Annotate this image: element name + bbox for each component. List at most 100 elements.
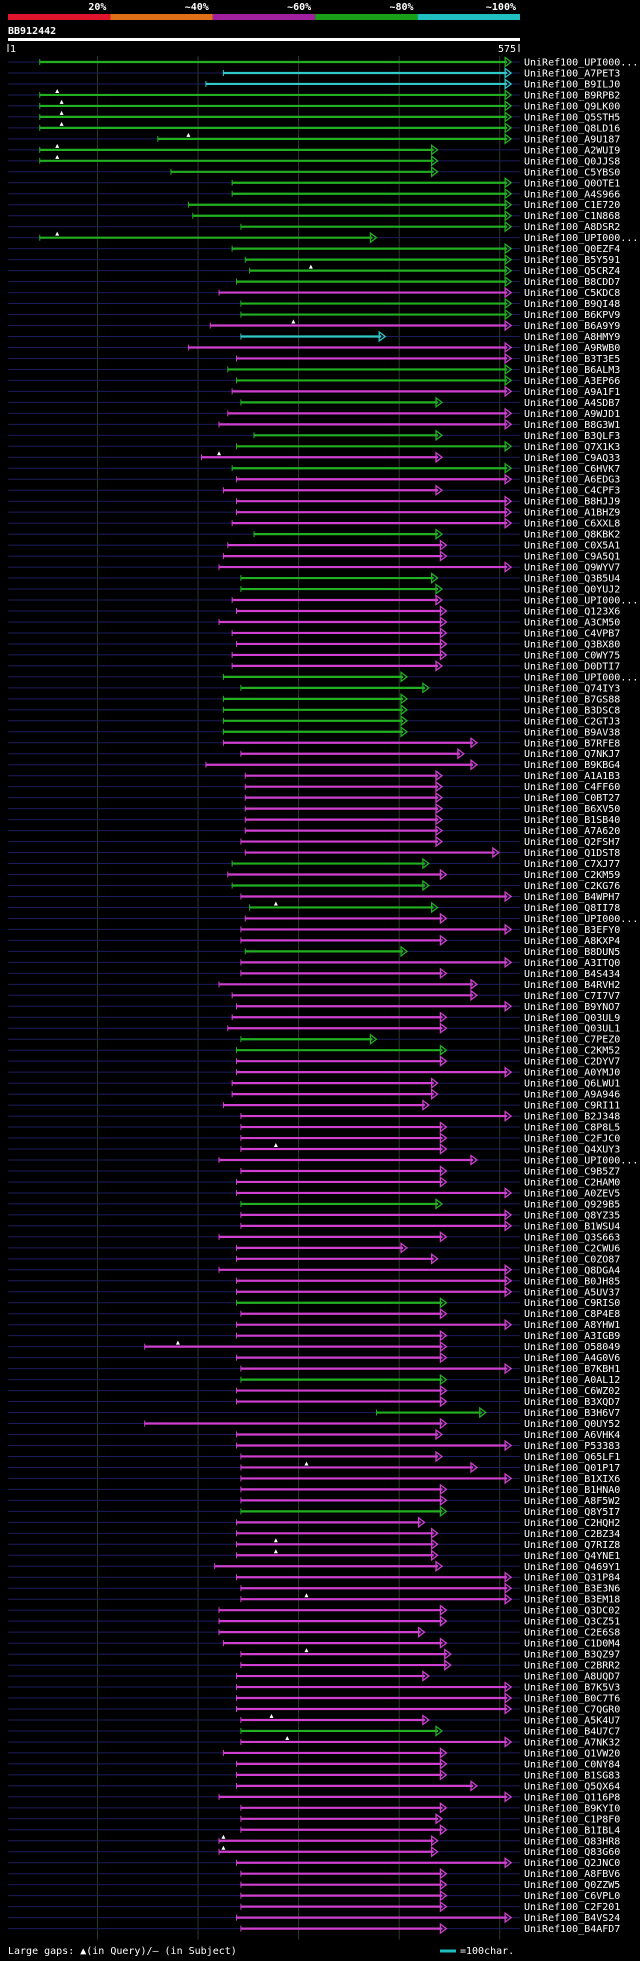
hit-label[interactable]: UniRef100_B3XQD7 bbox=[524, 1397, 620, 1408]
hit-label[interactable]: UniRef100_B6XV50 bbox=[524, 804, 620, 815]
hit-label[interactable]: UniRef100_B3E3N6 bbox=[524, 1584, 620, 1595]
hit-label[interactable]: UniRef100_UPI000... bbox=[524, 1156, 638, 1167]
hit-label[interactable]: UniRef100_A9WJD1 bbox=[524, 409, 620, 420]
hit-label[interactable]: UniRef100_Q7NKJ7 bbox=[524, 749, 620, 760]
hit-label[interactable]: UniRef100_C2FJC0 bbox=[524, 1134, 620, 1145]
hit-label[interactable]: UniRef100_Q3DC02 bbox=[524, 1606, 620, 1617]
hit-label[interactable]: UniRef100_A1A1B3 bbox=[524, 771, 620, 782]
hit-label[interactable]: UniRef100_B7KBH1 bbox=[524, 1364, 620, 1375]
hit-label[interactable]: UniRef100_Q0UY52 bbox=[524, 1419, 620, 1430]
hit-label[interactable]: UniRef100_Q5STH5 bbox=[524, 112, 620, 123]
hit-label[interactable]: UniRef100_C2CWU6 bbox=[524, 1243, 620, 1254]
hit-label[interactable]: UniRef100_A7NK32 bbox=[524, 1737, 620, 1748]
hit-label[interactable]: UniRef100_B9KBG4 bbox=[524, 760, 620, 771]
hit-label[interactable]: UniRef100_Q0OTE1 bbox=[524, 178, 620, 189]
hit-label[interactable]: UniRef100_B8HJJ9 bbox=[524, 497, 620, 508]
hit-label[interactable]: UniRef100_Q01P17 bbox=[524, 1463, 620, 1474]
hit-label[interactable]: UniRef100_Q8YZ35 bbox=[524, 1210, 620, 1221]
hit-label[interactable]: UniRef100_B2J348 bbox=[524, 1112, 620, 1123]
hit-label[interactable]: UniRef100_C2E6S8 bbox=[524, 1628, 620, 1639]
hit-label[interactable]: UniRef100_C9RI11 bbox=[524, 1101, 620, 1112]
hit-label[interactable]: UniRef100_A5UV37 bbox=[524, 1287, 620, 1298]
hit-label[interactable]: UniRef100_B1SG83 bbox=[524, 1770, 620, 1781]
hit-label[interactable]: UniRef100_B9KYI0 bbox=[524, 1803, 620, 1814]
hit-label[interactable]: UniRef100_C6XXL8 bbox=[524, 519, 620, 530]
hit-label[interactable]: UniRef100_Q5CRZ4 bbox=[524, 266, 620, 277]
hit-label[interactable]: UniRef100_C9AQ33 bbox=[524, 453, 620, 464]
hit-label[interactable]: UniRef100_Q8Y5I7 bbox=[524, 1507, 620, 1518]
hit-label[interactable]: UniRef100_C2HQH2 bbox=[524, 1518, 620, 1529]
hit-label[interactable]: UniRef100_C1N868 bbox=[524, 211, 620, 222]
hit-label[interactable]: UniRef100_C9A5Q1 bbox=[524, 552, 620, 563]
hit-label[interactable]: UniRef100_Q8LD16 bbox=[524, 123, 620, 134]
hit-label[interactable]: UniRef100_Q123X6 bbox=[524, 607, 620, 618]
hit-label[interactable]: UniRef100_Q0JJS8 bbox=[524, 156, 620, 167]
hit-label[interactable]: UniRef100_Q3S663 bbox=[524, 1232, 620, 1243]
hit-label[interactable]: UniRef100_Q2JNC0 bbox=[524, 1858, 620, 1869]
hit-label[interactable]: UniRef100_Q0ZZW5 bbox=[524, 1880, 620, 1891]
hit-label[interactable]: UniRef100_A0AL12 bbox=[524, 1375, 620, 1386]
hit-label[interactable]: UniRef100_Q469Y1 bbox=[524, 1562, 620, 1573]
hit-label[interactable]: UniRef100_A4G0V6 bbox=[524, 1353, 620, 1364]
hit-label[interactable]: UniRef100_A4SDB7 bbox=[524, 398, 620, 409]
hit-label[interactable]: UniRef100_Q7X1K3 bbox=[524, 442, 620, 453]
hit-label[interactable]: UniRef100_C1D0M4 bbox=[524, 1639, 620, 1650]
hit-label[interactable]: UniRef100_B5Y591 bbox=[524, 255, 620, 266]
hit-label[interactable]: UniRef100_Q9LK00 bbox=[524, 101, 620, 112]
hit-label[interactable]: UniRef100_C7PEZ0 bbox=[524, 1035, 620, 1046]
hit-label[interactable]: UniRef100_A3IGB9 bbox=[524, 1331, 620, 1342]
hit-label[interactable]: UniRef100_B0C7T6 bbox=[524, 1694, 620, 1705]
hit-label[interactable]: UniRef100_B3QZ97 bbox=[524, 1650, 620, 1661]
hit-label[interactable]: UniRef100_Q0YUJ2 bbox=[524, 585, 620, 596]
hit-label[interactable]: UniRef100_C0X5A1 bbox=[524, 541, 620, 552]
hit-label[interactable]: UniRef100_Q03UL1 bbox=[524, 1024, 620, 1035]
hit-label[interactable]: UniRef100_Q3B5U4 bbox=[524, 574, 620, 585]
hit-label[interactable]: UniRef100_A3ITQ0 bbox=[524, 958, 620, 969]
hit-label[interactable]: UniRef100_A2WUI9 bbox=[524, 145, 620, 156]
hit-label[interactable]: UniRef100_C2BZ34 bbox=[524, 1529, 620, 1540]
hit-label[interactable]: UniRef100_A9A1F1 bbox=[524, 387, 620, 398]
hit-label[interactable]: UniRef100_A6EDG3 bbox=[524, 475, 620, 486]
hit-label[interactable]: UniRef100_B4S434 bbox=[524, 969, 620, 980]
hit-label[interactable]: UniRef100_B1HNA0 bbox=[524, 1485, 620, 1496]
hit-label[interactable]: UniRef100_Q929B5 bbox=[524, 1199, 620, 1210]
hit-label[interactable]: UniRef100_C9B5Z7 bbox=[524, 1166, 620, 1177]
hit-label[interactable]: UniRef100_B1SB40 bbox=[524, 815, 620, 826]
hit-label[interactable]: UniRef100_B9AV38 bbox=[524, 727, 620, 738]
hit-label[interactable]: UniRef100_B3EM18 bbox=[524, 1595, 620, 1606]
hit-label[interactable]: UniRef100_Q0EZF4 bbox=[524, 244, 620, 255]
hit-label[interactable]: UniRef100_B7RFE8 bbox=[524, 738, 620, 749]
hit-label[interactable]: UniRef100_Q6LWU1 bbox=[524, 1079, 620, 1090]
hit-label[interactable]: UniRef100_B4WPH7 bbox=[524, 892, 620, 903]
hit-label[interactable]: UniRef100_B7K5V3 bbox=[524, 1683, 620, 1694]
hit-label[interactable]: UniRef100_C2KM59 bbox=[524, 870, 620, 881]
hit-label[interactable]: UniRef100_B3T3E5 bbox=[524, 354, 620, 365]
hit-label[interactable]: UniRef100_A8F5W2 bbox=[524, 1496, 620, 1507]
hit-label[interactable]: UniRef100_B8DUN5 bbox=[524, 947, 620, 958]
hit-label[interactable]: UniRef100_C2DYV7 bbox=[524, 1057, 620, 1068]
hit-label[interactable]: UniRef100_D0DTI7 bbox=[524, 661, 620, 672]
hit-label[interactable]: UniRef100_Q3BX80 bbox=[524, 639, 620, 650]
hit-label[interactable]: UniRef100_C7XJ77 bbox=[524, 859, 620, 870]
hit-label[interactable]: UniRef100_O58049 bbox=[524, 1342, 620, 1353]
hit-label[interactable]: UniRef100_UPI000... bbox=[524, 914, 638, 925]
hit-label[interactable]: UniRef100_C0NY84 bbox=[524, 1759, 620, 1770]
hit-label[interactable]: UniRef100_UPI000... bbox=[524, 672, 638, 683]
hit-label[interactable]: UniRef100_UPI000... bbox=[524, 58, 638, 69]
hit-label[interactable]: UniRef100_B4U7C7 bbox=[524, 1726, 620, 1737]
hit-label[interactable]: UniRef100_UPI000... bbox=[524, 233, 638, 244]
hit-label[interactable]: UniRef100_Q2FSH7 bbox=[524, 837, 620, 848]
hit-label[interactable]: UniRef100_C8P4E8 bbox=[524, 1309, 620, 1320]
hit-label[interactable]: UniRef100_A8DSR2 bbox=[524, 222, 620, 233]
hit-label[interactable]: UniRef100_Q03UL9 bbox=[524, 1013, 620, 1024]
hit-label[interactable]: UniRef100_B8CDD7 bbox=[524, 277, 620, 288]
hit-label[interactable]: UniRef100_B1WSU4 bbox=[524, 1221, 620, 1232]
hit-label[interactable]: UniRef100_C4FF60 bbox=[524, 782, 620, 793]
hit-label[interactable]: UniRef100_A8KXP4 bbox=[524, 936, 620, 947]
hit-label[interactable]: UniRef100_A8HMY9 bbox=[524, 332, 620, 343]
hit-label[interactable]: UniRef100_B6KPV9 bbox=[524, 310, 620, 321]
hit-label[interactable]: UniRef100_C0ZO87 bbox=[524, 1254, 620, 1265]
hit-label[interactable]: UniRef100_B9QI48 bbox=[524, 299, 620, 310]
hit-label[interactable]: UniRef100_C7QGR0 bbox=[524, 1705, 620, 1716]
hit-label[interactable]: UniRef100_B4RVH2 bbox=[524, 980, 620, 991]
